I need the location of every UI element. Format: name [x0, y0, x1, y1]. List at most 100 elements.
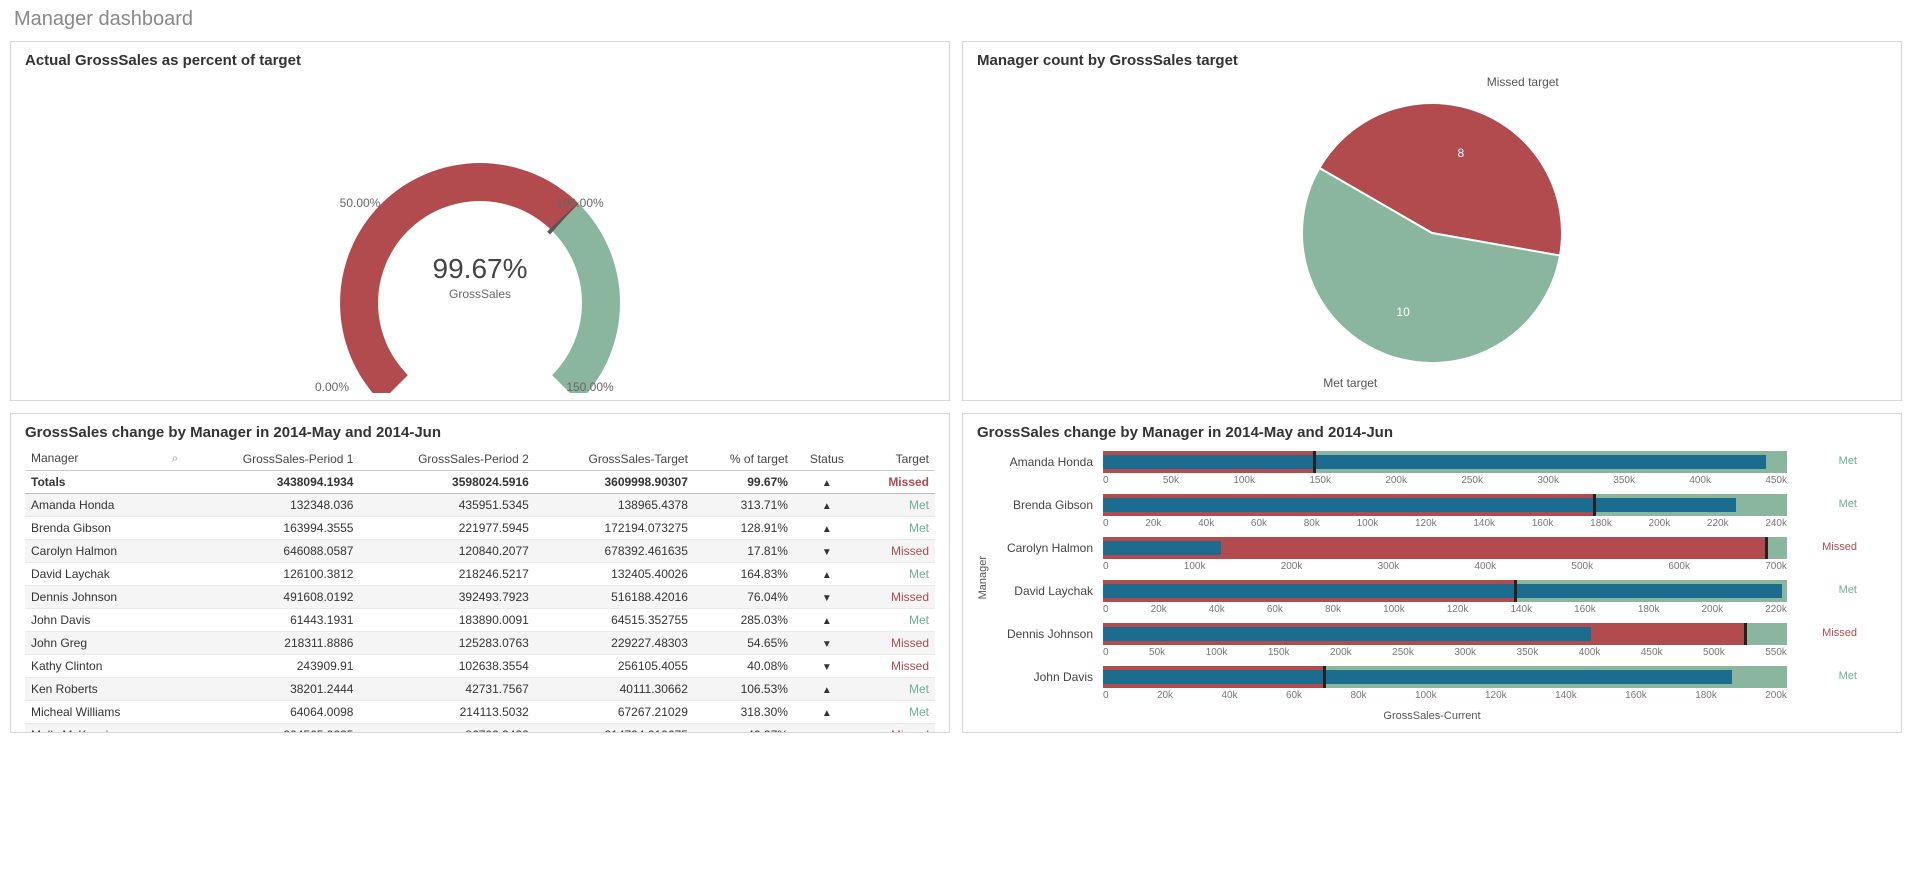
axis-tick: 80k — [1304, 518, 1320, 529]
axis-tick: 450k — [1641, 647, 1663, 658]
pie-title: Manager count by GrossSales target — [977, 52, 1887, 69]
table-header[interactable]: GrossSales-Period 1 — [184, 447, 359, 471]
gauge-chart: 99.67% GrossSales 0.00%50.00%100.00%150.… — [270, 93, 690, 373]
axis-tick: 200k — [1649, 518, 1671, 529]
table-header[interactable]: % of target — [694, 447, 794, 471]
gauge-tick-label: 150.00% — [566, 380, 613, 394]
pie-slice-value: 10 — [1396, 305, 1409, 319]
pie-chart: 8Missed target10Met target — [1162, 83, 1702, 383]
table-header[interactable]: Target — [860, 447, 935, 471]
axis-tick: 0 — [1103, 690, 1109, 701]
axis-tick: 160k — [1625, 690, 1647, 701]
table-row[interactable]: Ken Roberts38201.244442731.756740111.306… — [25, 678, 935, 701]
arrow-up-icon — [822, 682, 832, 696]
table-row[interactable]: Micheal Williams64064.0098214113.5032672… — [25, 701, 935, 724]
table-header[interactable]: GrossSales-Period 2 — [359, 447, 534, 471]
arrow-down-icon — [822, 590, 832, 604]
table-totals-row: Totals3438094.19343598024.59163609998.90… — [25, 471, 935, 494]
axis-tick: 160k — [1574, 604, 1596, 615]
table-header[interactable]: Status — [794, 447, 860, 471]
axis-tick: 200k — [1765, 690, 1787, 701]
table-row[interactable]: John Davis61443.1931183890.009164515.352… — [25, 609, 935, 632]
table-row[interactable]: Kathy Clinton243909.91102638.3554256105.… — [25, 655, 935, 678]
axis-tick: 200k — [1281, 561, 1303, 572]
axis-tick: 80k — [1350, 690, 1366, 701]
table-title: GrossSales change by Manager in 2014-May… — [25, 424, 935, 441]
axis-tick: 300k — [1537, 475, 1559, 486]
gauge-tick-label: 100.00% — [556, 196, 603, 210]
axis-tick: 0 — [1103, 561, 1109, 572]
table-row[interactable]: Carolyn Halmon646088.0587120840.20776783… — [25, 540, 935, 563]
bullet-row[interactable]: Brenda Gibson020k40k60k80k100k120k140k16… — [993, 494, 1857, 535]
axis-tick: 250k — [1461, 475, 1483, 486]
table-row[interactable]: Dennis Johnson491608.0192392493.79235161… — [25, 586, 935, 609]
status-badge: Met — [1787, 580, 1857, 596]
axis-tick: 180k — [1695, 690, 1717, 701]
table-row[interactable]: John Greg218311.8886125283.0763229227.48… — [25, 632, 935, 655]
bullet-name: David Laychak — [993, 580, 1103, 598]
arrow-up-icon — [822, 498, 832, 512]
axis-tick: 250k — [1392, 647, 1414, 658]
bullet-name: Dennis Johnson — [993, 623, 1103, 641]
search-icon[interactable]: ⌕ — [171, 451, 178, 466]
axis-tick: 160k — [1532, 518, 1554, 529]
status-badge: Missed — [860, 540, 935, 563]
table-header[interactable]: Manager⌕ — [25, 447, 184, 471]
axis-tick: 350k — [1613, 475, 1635, 486]
bullet-card: GrossSales change by Manager in 2014-May… — [962, 413, 1902, 733]
axis-tick: 700k — [1765, 561, 1787, 572]
arrow-down-icon — [822, 636, 832, 650]
axis-tick: 100k — [1415, 690, 1437, 701]
status-badge: Met — [860, 609, 935, 632]
page-title: Manager dashboard — [14, 8, 1902, 31]
table-row[interactable]: David Laychak126100.3812218246.521713240… — [25, 563, 935, 586]
bullet-name: Carolyn Halmon — [993, 537, 1103, 555]
axis-tick: 120k — [1485, 690, 1507, 701]
axis-tick: 80k — [1325, 604, 1341, 615]
bullet-row[interactable]: John Davis020k40k60k80k100k120k140k160k1… — [993, 666, 1857, 707]
table-header[interactable]: GrossSales-Target — [535, 447, 694, 471]
axis-tick: 20k — [1151, 604, 1167, 615]
arrow-up-icon — [822, 521, 832, 535]
axis-tick: 140k — [1473, 518, 1495, 529]
bullet-row[interactable]: Carolyn Halmon0100k200k300k400k500k600k7… — [993, 537, 1857, 578]
axis-tick: 300k — [1378, 561, 1400, 572]
axis-tick: 60k — [1286, 690, 1302, 701]
axis-tick: 40k — [1209, 604, 1225, 615]
axis-tick: 50k — [1149, 647, 1165, 658]
axis-tick: 220k — [1765, 604, 1787, 615]
axis-tick: 200k — [1385, 475, 1407, 486]
status-badge: Missed — [860, 586, 935, 609]
status-badge: Met — [1787, 494, 1857, 510]
gauge-card: Actual GrossSales as percent of target 9… — [10, 41, 950, 401]
axis-tick: 350k — [1517, 647, 1539, 658]
status-badge: Met — [860, 701, 935, 724]
bullet-row[interactable]: Amanda Honda050k100k150k200k250k300k350k… — [993, 451, 1857, 492]
axis-tick: 100k — [1233, 475, 1255, 486]
table-row[interactable]: Amanda Honda132348.036435951.5345138965.… — [25, 494, 935, 517]
axis-tick: 0 — [1103, 604, 1109, 615]
arrow-down-icon — [822, 728, 832, 733]
axis-tick: 120k — [1415, 518, 1437, 529]
status-badge: Met — [860, 563, 935, 586]
axis-tick: 60k — [1267, 604, 1283, 615]
bullet-name: John Davis — [993, 666, 1103, 684]
table-row[interactable]: Molly McKenzie204565.923586702.343221479… — [25, 724, 935, 734]
axis-tick: 200k — [1330, 647, 1352, 658]
status-badge: Met — [860, 517, 935, 540]
table-row[interactable]: Brenda Gibson163994.3555221977.594517219… — [25, 517, 935, 540]
arrow-up-icon — [822, 475, 832, 489]
axis-tick: 550k — [1765, 647, 1787, 658]
axis-tick: 220k — [1707, 518, 1729, 529]
status-badge: Met — [860, 678, 935, 701]
axis-tick: 240k — [1765, 518, 1787, 529]
axis-tick: 0 — [1103, 647, 1109, 658]
axis-tick: 150k — [1268, 647, 1290, 658]
bullet-row[interactable]: Dennis Johnson050k100k150k200k250k300k35… — [993, 623, 1857, 664]
axis-tick: 120k — [1447, 604, 1469, 615]
axis-tick: 500k — [1571, 561, 1593, 572]
axis-tick: 600k — [1668, 561, 1690, 572]
axis-tick: 100k — [1184, 561, 1206, 572]
bullet-row[interactable]: David Laychak020k40k60k80k100k120k140k16… — [993, 580, 1857, 621]
manager-table: Manager⌕GrossSales-Period 1GrossSales-Pe… — [25, 447, 935, 733]
